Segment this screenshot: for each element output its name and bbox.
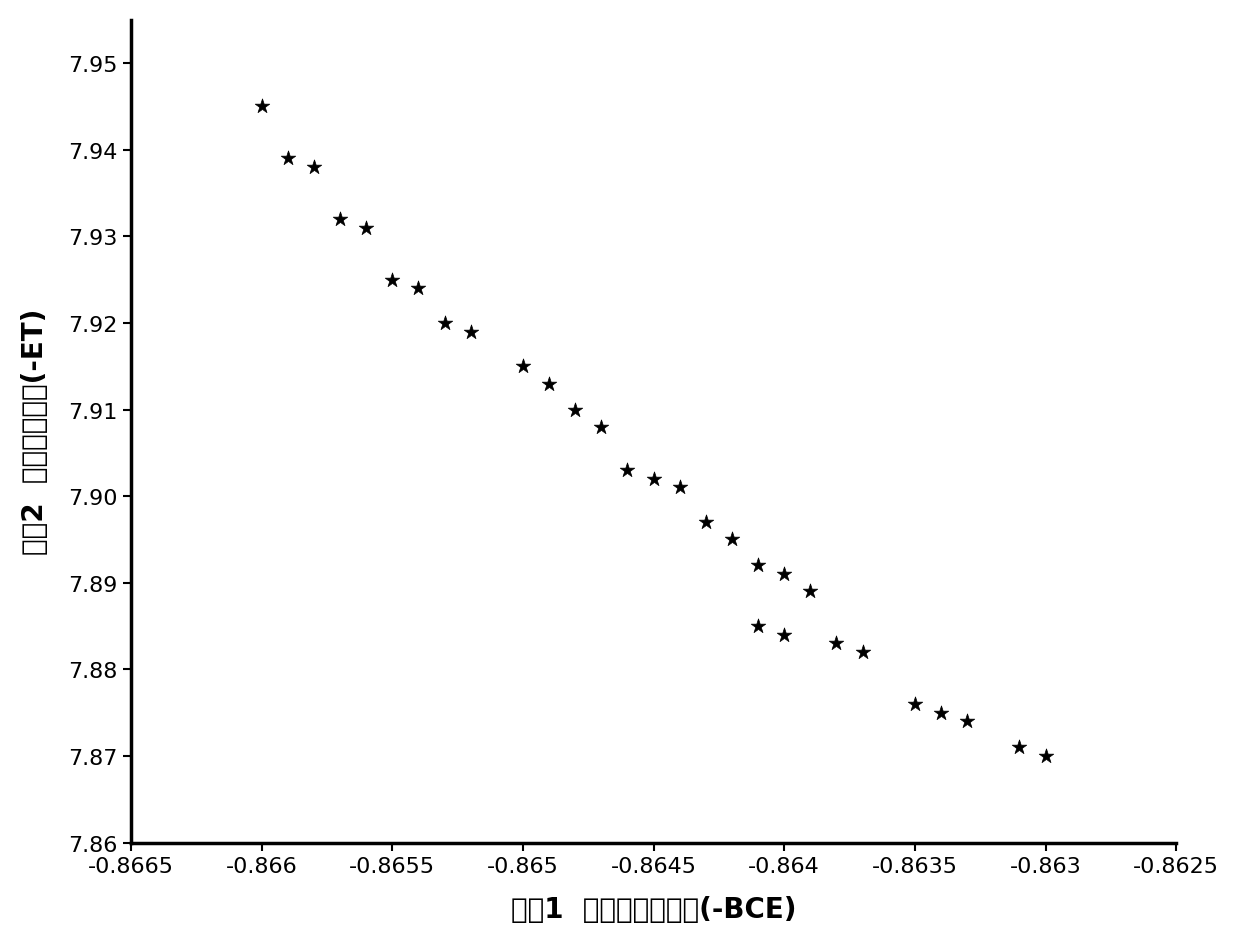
Point <box>696 515 715 531</box>
Point <box>774 628 794 643</box>
Point <box>1009 740 1029 755</box>
Y-axis label: 目朇2  负边缘锥削値(-ET): 目朇2 负边缘锥削値(-ET) <box>21 309 48 555</box>
Point <box>774 567 794 582</box>
Point <box>827 636 847 651</box>
Point <box>461 325 481 340</box>
Point <box>304 160 324 176</box>
Point <box>1035 749 1055 764</box>
Point <box>670 480 689 496</box>
Point <box>618 464 637 479</box>
Point <box>722 532 742 548</box>
Point <box>513 360 533 375</box>
Point <box>382 273 402 288</box>
Point <box>408 281 428 296</box>
Point <box>931 705 951 720</box>
Point <box>278 152 298 167</box>
Point <box>905 697 925 712</box>
Point <box>330 212 350 228</box>
Point <box>252 100 272 115</box>
Point <box>591 420 611 435</box>
Point <box>748 558 768 573</box>
Point <box>565 402 585 417</box>
Point <box>539 377 559 392</box>
Point <box>356 221 376 236</box>
Point <box>644 472 663 487</box>
X-axis label: 目朇1  负波束收集效率(-BCE): 目朇1 负波束收集效率(-BCE) <box>511 895 796 923</box>
Point <box>801 584 821 599</box>
Point <box>853 645 873 660</box>
Point <box>748 619 768 634</box>
Point <box>957 714 977 729</box>
Point <box>434 316 454 331</box>
